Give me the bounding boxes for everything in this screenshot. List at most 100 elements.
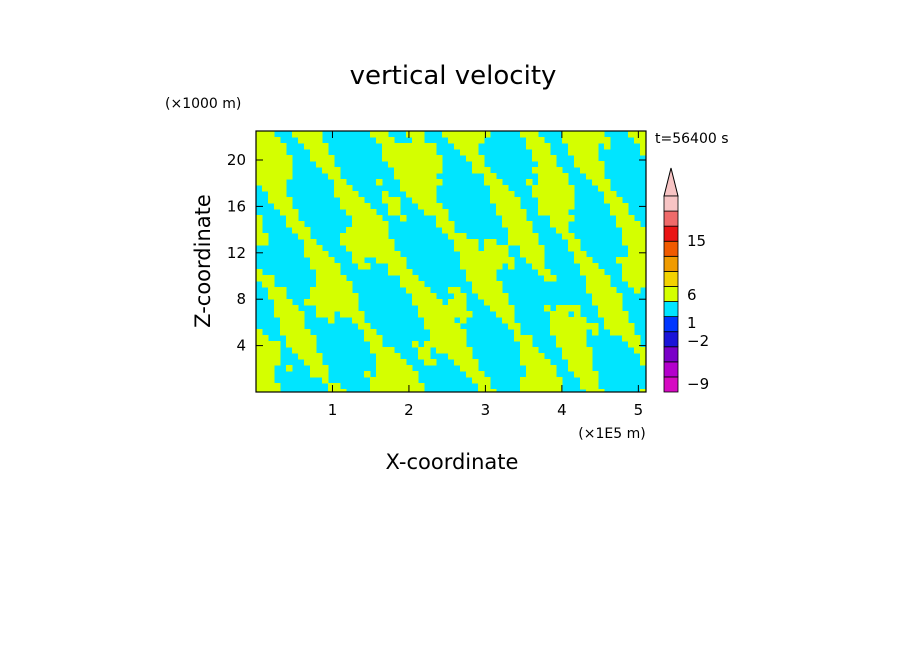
updraft-cell	[268, 173, 275, 180]
updraft-cell	[526, 221, 533, 228]
updraft-cell	[400, 143, 407, 150]
updraft-cell	[424, 167, 431, 174]
updraft-cell	[496, 299, 503, 306]
updraft-cell	[334, 305, 341, 312]
updraft-cell	[370, 383, 377, 390]
updraft-cell	[460, 347, 467, 354]
updraft-cell	[328, 389, 335, 392]
updraft-cell	[532, 359, 539, 366]
updraft-cell	[388, 203, 395, 210]
updraft-cell	[262, 341, 269, 348]
updraft-cell	[544, 167, 551, 174]
updraft-cell	[466, 359, 473, 366]
updraft-cell	[376, 359, 383, 366]
updraft-cell	[616, 323, 623, 330]
updraft-cell	[376, 233, 383, 240]
updraft-cell	[424, 353, 431, 360]
updraft-cell	[412, 179, 419, 186]
updraft-cell	[538, 155, 545, 162]
updraft-cell	[478, 377, 485, 384]
updraft-cell	[550, 155, 557, 162]
updraft-cell	[256, 131, 263, 138]
updraft-cell	[520, 209, 527, 216]
updraft-cell	[580, 155, 587, 162]
updraft-cell	[364, 227, 371, 234]
updraft-cell	[598, 389, 605, 392]
updraft-cell	[454, 245, 461, 252]
updraft-cell	[316, 161, 323, 168]
updraft-cell	[370, 341, 377, 348]
updraft-cell	[466, 245, 473, 252]
updraft-cell	[394, 389, 401, 392]
updraft-cell	[526, 143, 533, 150]
updraft-cell	[286, 329, 293, 336]
updraft-cell	[382, 191, 389, 198]
updraft-cell	[394, 197, 401, 204]
updraft-cell	[496, 245, 503, 252]
updraft-cell	[274, 389, 281, 392]
updraft-cell	[448, 233, 455, 240]
updraft-cell	[550, 197, 557, 204]
updraft-cell	[256, 233, 263, 240]
updraft-cell	[502, 203, 509, 210]
updraft-cell	[484, 263, 491, 270]
updraft-cell	[376, 347, 383, 354]
updraft-cell	[598, 299, 605, 306]
updraft-cell	[544, 191, 551, 198]
updraft-cell	[256, 365, 263, 372]
updraft-cell	[466, 311, 473, 318]
updraft-cell	[502, 305, 509, 312]
updraft-cell	[256, 371, 263, 378]
updraft-cell	[568, 239, 575, 246]
updraft-cell	[520, 227, 527, 234]
updraft-cell	[298, 221, 305, 228]
updraft-cell	[376, 215, 383, 222]
updraft-cell	[412, 299, 419, 306]
updraft-cell	[394, 377, 401, 384]
updraft-cell	[490, 275, 497, 282]
updraft-cell	[616, 293, 623, 300]
updraft-cell	[586, 149, 593, 156]
updraft-cell	[580, 329, 587, 336]
colorbar-swatch	[663, 255, 679, 272]
updraft-cell	[292, 209, 299, 216]
updraft-cell	[412, 191, 419, 198]
updraft-cell	[568, 191, 575, 198]
updraft-cell	[412, 137, 419, 144]
updraft-cell	[538, 371, 545, 378]
updraft-cell	[592, 281, 599, 288]
updraft-cell	[628, 221, 635, 228]
updraft-cell	[274, 167, 281, 174]
updraft-cell	[508, 323, 515, 330]
updraft-cell	[376, 131, 383, 138]
updraft-cell	[412, 389, 419, 392]
updraft-cell	[460, 137, 467, 144]
updraft-cell	[574, 251, 581, 258]
updraft-cell	[568, 341, 575, 348]
updraft-cell	[280, 323, 287, 330]
updraft-cell	[562, 323, 569, 330]
updraft-cell	[280, 143, 287, 150]
updraft-cell	[532, 167, 539, 174]
updraft-cell	[436, 155, 443, 162]
updraft-cell	[592, 149, 599, 156]
updraft-cell	[394, 155, 401, 162]
colorbar-arrow	[663, 167, 679, 197]
updraft-cell	[496, 251, 503, 258]
updraft-cell	[592, 371, 599, 378]
updraft-cell	[412, 197, 419, 204]
updraft-cell	[598, 161, 605, 168]
updraft-cell	[358, 221, 365, 228]
updraft-cell	[274, 197, 281, 204]
updraft-cell	[544, 269, 551, 276]
updraft-cell	[484, 389, 491, 392]
updraft-cell	[292, 347, 299, 354]
updraft-cell	[280, 329, 287, 336]
updraft-cell	[310, 371, 317, 378]
updraft-cell	[472, 161, 479, 168]
updraft-cell	[562, 233, 569, 240]
updraft-cell	[580, 143, 587, 150]
updraft-cell	[334, 299, 341, 306]
updraft-cell	[268, 347, 275, 354]
